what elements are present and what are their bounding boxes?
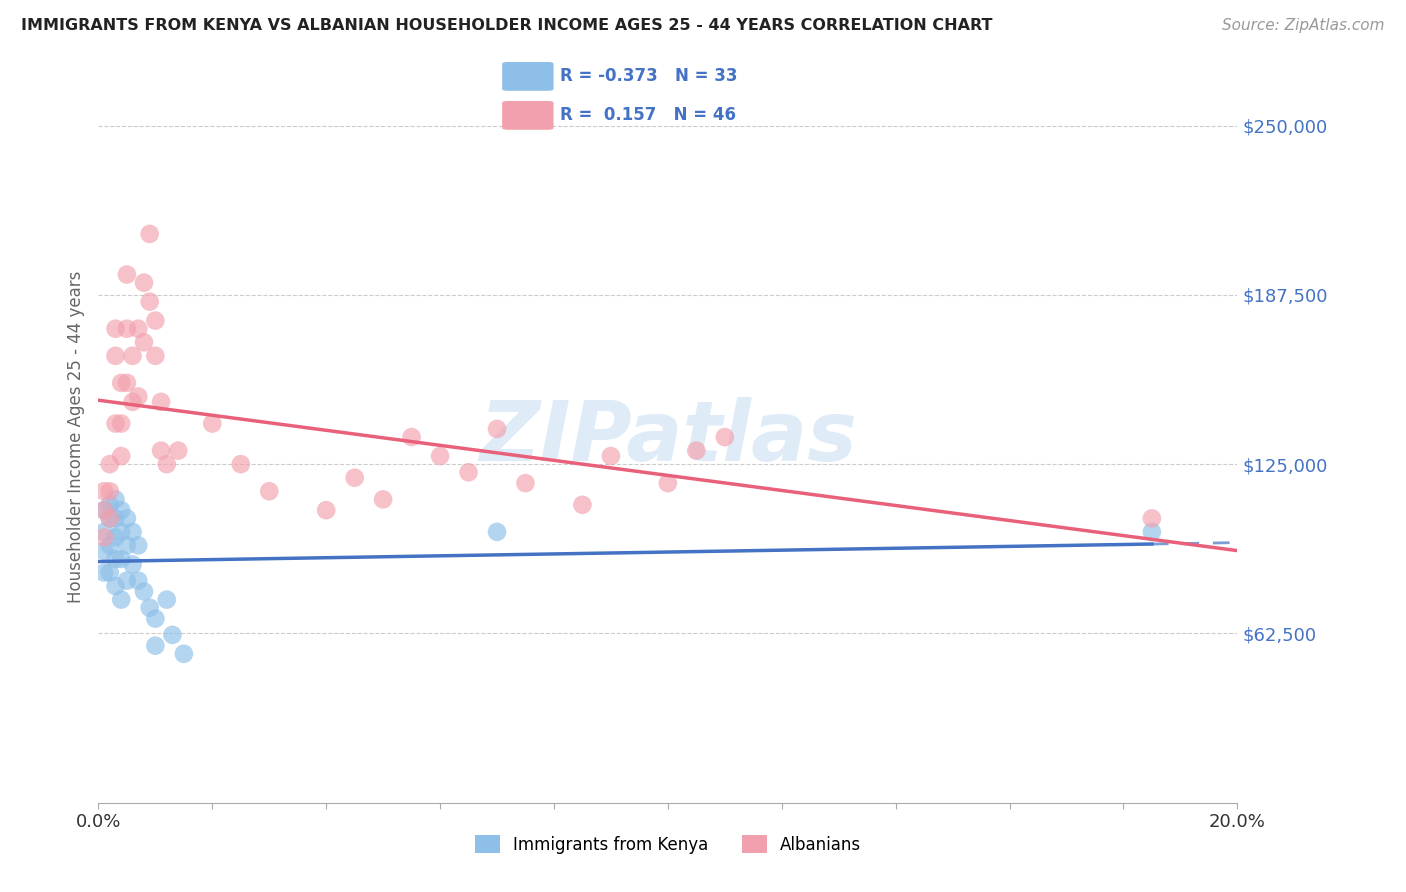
Point [138, 227, 160, 241]
Point [138, 294, 160, 309]
Point [515, 476, 537, 491]
Point [98, 566, 121, 580]
Point [401, 430, 423, 444]
FancyBboxPatch shape [502, 62, 554, 91]
Point [132, 584, 155, 599]
Point [115, 538, 138, 552]
Point [315, 503, 337, 517]
Point [127, 538, 149, 552]
Point [132, 276, 155, 290]
Text: ZIPatlas: ZIPatlas [479, 397, 856, 477]
Y-axis label: Householder Income Ages 25 - 44 years: Householder Income Ages 25 - 44 years [66, 271, 84, 603]
Point [104, 417, 127, 431]
Point [429, 449, 451, 463]
Point [110, 592, 132, 607]
Point [104, 322, 127, 336]
Text: IMMIGRANTS FROM KENYA VS ALBANIAN HOUSEHOLDER INCOME AGES 25 - 44 YEARS CORRELAT: IMMIGRANTS FROM KENYA VS ALBANIAN HOUSEH… [21, 18, 993, 33]
Point [121, 524, 143, 539]
Point [93, 524, 115, 539]
Point [98, 538, 121, 552]
Point [127, 322, 149, 336]
Point [201, 417, 224, 431]
Point [110, 503, 132, 517]
Point [173, 647, 195, 661]
Point [685, 443, 707, 458]
Point [115, 268, 138, 282]
Point [343, 471, 366, 485]
Point [98, 457, 121, 471]
Point [145, 313, 167, 327]
Point [93, 484, 115, 499]
Text: Source: ZipAtlas.com: Source: ZipAtlas.com [1222, 18, 1385, 33]
Legend: Immigrants from Kenya, Albanians: Immigrants from Kenya, Albanians [468, 829, 868, 860]
Point [167, 443, 190, 458]
Point [98, 511, 121, 525]
Point [150, 443, 173, 458]
Text: R =  0.157   N = 46: R = 0.157 N = 46 [560, 106, 735, 124]
Point [104, 511, 127, 525]
Point [486, 422, 509, 436]
Point [156, 592, 179, 607]
Point [110, 376, 132, 390]
Point [104, 349, 127, 363]
Point [93, 566, 115, 580]
Point [98, 484, 121, 499]
Point [657, 476, 679, 491]
Point [373, 492, 395, 507]
Point [127, 389, 149, 403]
Point [110, 449, 132, 463]
Point [93, 503, 115, 517]
Point [115, 376, 138, 390]
Point [138, 600, 160, 615]
Point [110, 417, 132, 431]
Point [121, 349, 143, 363]
Point [104, 530, 127, 544]
Point [571, 498, 593, 512]
Point [600, 449, 623, 463]
Point [127, 574, 149, 588]
Point [145, 349, 167, 363]
Point [104, 492, 127, 507]
Point [132, 335, 155, 350]
Point [110, 524, 132, 539]
Point [121, 395, 143, 409]
Point [93, 530, 115, 544]
Point [93, 544, 115, 558]
Point [121, 558, 143, 572]
Point [115, 574, 138, 588]
Point [259, 484, 281, 499]
Point [93, 503, 115, 517]
Point [145, 611, 167, 625]
Point [1140, 511, 1163, 525]
Point [98, 511, 121, 525]
Point [1140, 524, 1163, 539]
Point [145, 639, 167, 653]
Point [104, 579, 127, 593]
Point [115, 511, 138, 525]
Point [110, 552, 132, 566]
Point [457, 465, 479, 479]
Point [115, 322, 138, 336]
Point [486, 524, 509, 539]
Point [98, 498, 121, 512]
Point [104, 552, 127, 566]
Point [714, 430, 737, 444]
Point [162, 628, 184, 642]
Point [150, 395, 173, 409]
FancyBboxPatch shape [502, 101, 554, 130]
Point [156, 457, 179, 471]
Text: R = -0.373   N = 33: R = -0.373 N = 33 [560, 68, 737, 86]
Point [229, 457, 252, 471]
